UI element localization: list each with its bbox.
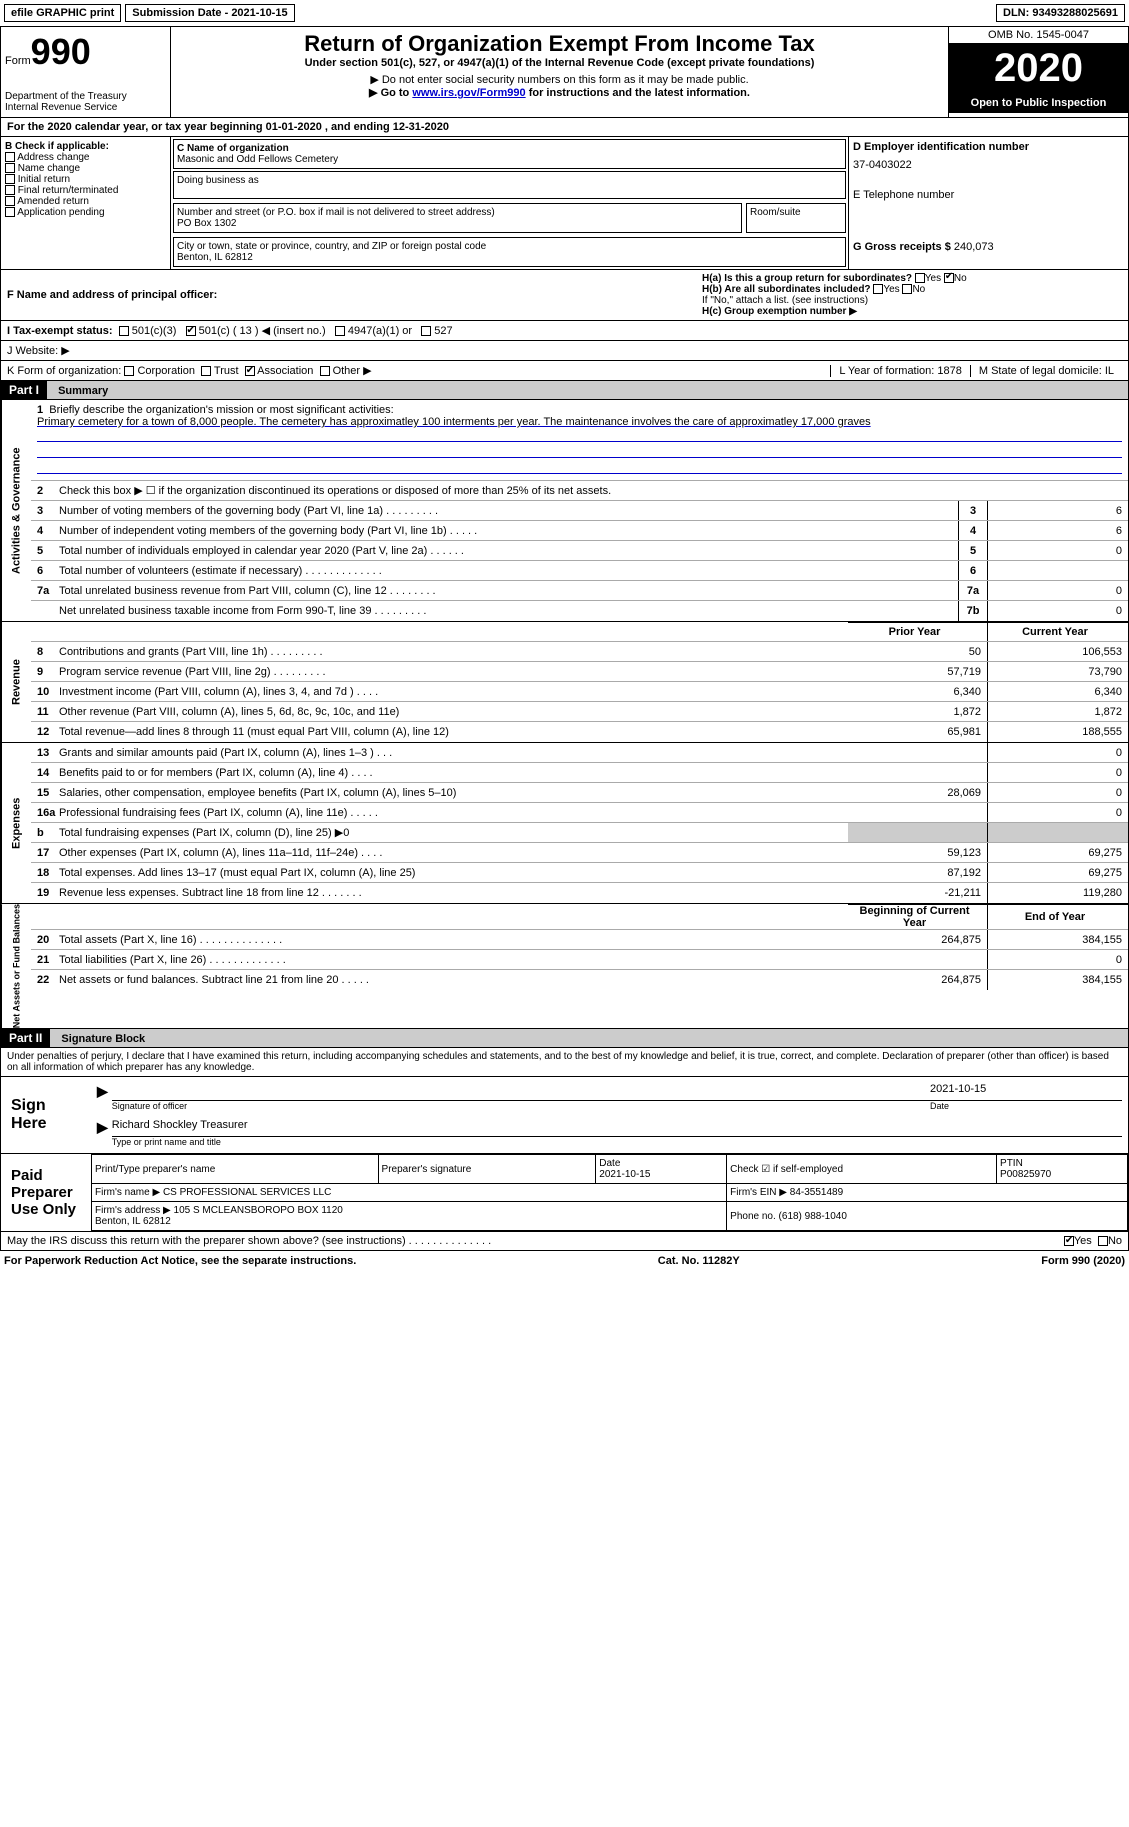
column-b: B Check if applicable: Address change Na… [1, 137, 171, 269]
row-i-tax-status: I Tax-exempt status: 501(c)(3) 501(c) ( … [0, 321, 1129, 341]
section-a-to-g: B Check if applicable: Address change Na… [0, 137, 1129, 270]
perjury-statement: Under penalties of perjury, I declare th… [0, 1048, 1129, 1077]
part1-net-assets: Net Assets or Fund Balances Beginning of… [0, 904, 1129, 1029]
dln: DLN: 93493288025691 [996, 4, 1125, 22]
ein: 37-0403022 [853, 159, 1124, 171]
discuss-row: May the IRS discuss this return with the… [0, 1232, 1129, 1251]
form-subtitle: Under section 501(c), 527, or 4947(a)(1)… [175, 57, 944, 69]
ha-yes[interactable] [915, 273, 925, 283]
phone-label: E Telephone number [853, 189, 1124, 201]
ptin: P00825970 [1000, 1169, 1051, 1180]
omb-number: OMB No. 1545-0047 [949, 27, 1128, 44]
group-exemption: H(c) Group exemption number ▶ [702, 306, 857, 317]
firm-name: CS PROFESSIONAL SERVICES LLC [163, 1187, 331, 1198]
tax-year: 2020 [949, 44, 1128, 93]
gross-receipts: 240,073 [954, 241, 994, 253]
page-footer: For Paperwork Reduction Act Notice, see … [0, 1251, 1129, 1271]
principal-officer: F Name and address of principal officer: [7, 289, 217, 301]
hb-yes[interactable] [873, 284, 883, 294]
form990-link[interactable]: www.irs.gov/Form990 [412, 87, 525, 99]
open-inspection: Open to Public Inspection [949, 93, 1128, 113]
officer-name: Richard Shockley Treasurer [112, 1119, 1122, 1137]
discuss-no[interactable] [1098, 1236, 1108, 1246]
state-domicile: M State of legal domicile: IL [970, 365, 1122, 377]
row-k: K Form of organization: Corporation Trus… [0, 361, 1129, 381]
part1-governance: Activities & Governance 1 Briefly descri… [0, 400, 1129, 622]
dba: Doing business as [173, 171, 846, 199]
form-title: Return of Organization Exempt From Incom… [175, 31, 944, 57]
form-label: Form [5, 55, 31, 67]
firm-phone: (618) 988-1040 [779, 1211, 847, 1222]
part1-expenses: Expenses 13Grants and similar amounts pa… [0, 743, 1129, 904]
row-j-website: J Website: ▶ [0, 341, 1129, 361]
sign-here-section: Sign Here ▶ 2021-10-15 Signature of offi… [0, 1077, 1129, 1154]
dept-treasury: Department of the Treasury Internal Reve… [5, 91, 166, 113]
org-city: Benton, IL 62812 [177, 252, 253, 263]
line-a-tax-year: For the 2020 calendar year, or tax year … [0, 118, 1129, 137]
ha-no[interactable] [944, 273, 954, 283]
paid-preparer-section: Paid Preparer Use Only Print/Type prepar… [0, 1154, 1129, 1232]
discuss-yes[interactable] [1064, 1236, 1074, 1246]
preparer-table: Print/Type preparer's name Preparer's si… [91, 1154, 1128, 1231]
year-formation: L Year of formation: 1878 [830, 365, 970, 377]
part1-revenue: Revenue Prior Year Current Year 8Contrib… [0, 622, 1129, 743]
room-suite: Room/suite [746, 203, 846, 233]
form-header: Form990 Department of the Treasury Inter… [0, 26, 1129, 118]
submission-date: Submission Date - 2021-10-15 [125, 4, 294, 22]
column-d-to-g: D Employer identification number 37-0403… [848, 137, 1128, 269]
part2-header-row: Part II Signature Block [0, 1029, 1129, 1048]
form-number: 990 [31, 31, 91, 72]
note-ssn: ▶ Do not enter social security numbers o… [175, 73, 944, 86]
efile-button[interactable]: efile GRAPHIC print [4, 4, 121, 22]
row-f-h: F Name and address of principal officer:… [0, 270, 1129, 321]
part1-header-row: Part I Summary [0, 381, 1129, 400]
org-name: Masonic and Odd Fellows Cemetery [177, 154, 338, 165]
org-address: PO Box 1302 [177, 218, 236, 229]
mission-text: Primary cemetery for a town of 8,000 peo… [37, 416, 1122, 428]
hb-no[interactable] [902, 284, 912, 294]
firm-ein: 84-3551489 [790, 1187, 843, 1198]
top-bar: efile GRAPHIC print Submission Date - 20… [0, 0, 1129, 26]
column-c: C Name of organizationMasonic and Odd Fe… [171, 137, 848, 269]
